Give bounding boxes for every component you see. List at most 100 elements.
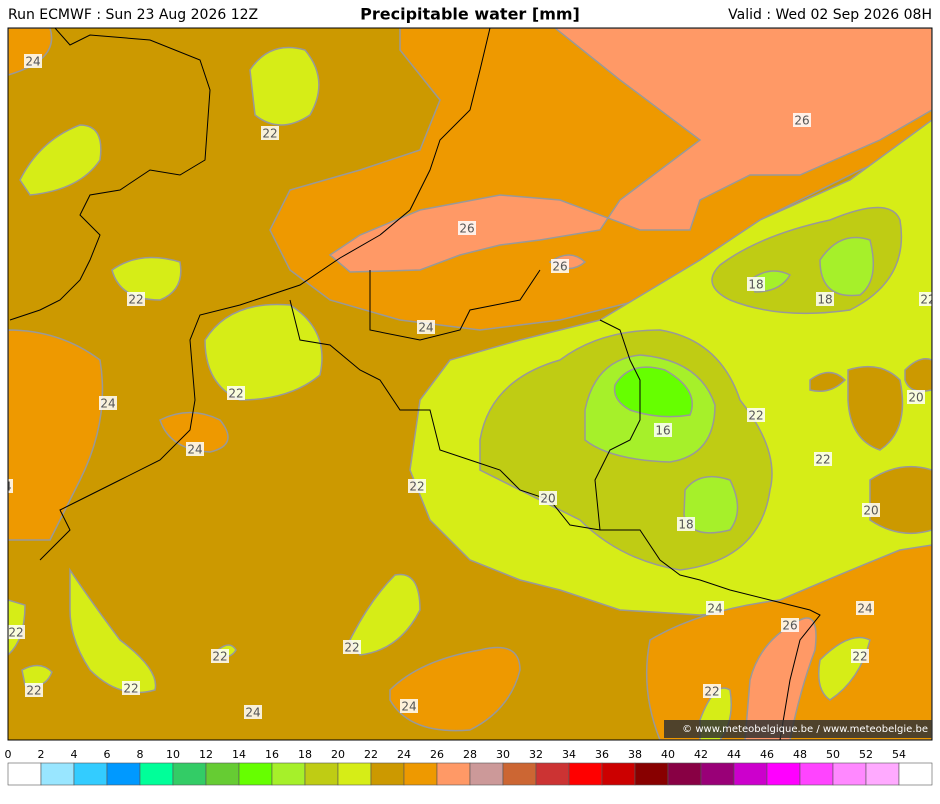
colorbar-box — [733, 762, 768, 786]
contour-label: 22 — [228, 387, 243, 401]
colorbar-label: 46 — [760, 748, 774, 761]
colorbar-box — [502, 762, 537, 786]
contour-label: 26 — [782, 619, 797, 633]
colorbar-label: 10 — [166, 748, 180, 761]
colorbar-label: 4 — [71, 748, 78, 761]
field-26 — [328, 28, 932, 273]
colorbar-box — [337, 762, 372, 786]
contour-label: 24 — [418, 321, 433, 335]
colorbar-label: 18 — [298, 748, 312, 761]
colorbar-label: 54 — [892, 748, 906, 761]
colorbar-label: 42 — [694, 748, 708, 761]
colorbar-label: 6 — [104, 748, 111, 761]
contour-label: 22 — [262, 127, 277, 141]
field-24 — [809, 358, 932, 535]
label-box — [343, 640, 361, 654]
label-box — [747, 277, 765, 291]
contour-label: 22 — [704, 685, 719, 699]
label-box — [919, 292, 932, 306]
label-box — [8, 479, 13, 493]
colorbar-box — [436, 762, 471, 786]
colorbar-box — [271, 762, 306, 786]
label-box — [122, 681, 140, 695]
label-box — [747, 408, 765, 422]
label-box — [862, 503, 880, 517]
label-box — [703, 684, 721, 698]
contour-label: 26 — [794, 114, 809, 128]
colorbar-label: 12 — [199, 748, 213, 761]
label-box — [551, 259, 569, 273]
contour-label: 22 — [344, 641, 359, 655]
country-border — [594, 319, 641, 531]
label-box — [261, 126, 279, 140]
colorbar-label: 28 — [463, 748, 477, 761]
label-box — [781, 618, 799, 632]
contour-label: 24 — [25, 55, 40, 69]
region-border — [369, 269, 541, 341]
contour-label: 22 — [920, 293, 935, 307]
contour-label: 22 — [26, 684, 41, 698]
coastline — [39, 28, 491, 561]
label-box — [244, 705, 262, 719]
colorbar-box — [667, 762, 702, 786]
colorbar-box — [865, 762, 900, 786]
colorbar-label: 48 — [793, 748, 807, 761]
colorbar-label: 0 — [5, 748, 12, 761]
colorbar-label: 14 — [232, 748, 246, 761]
label-box — [793, 113, 811, 127]
contour-label: 22 — [128, 293, 143, 307]
contour-label: 18 — [817, 293, 832, 307]
label-box — [458, 221, 476, 235]
colorbar-label: 52 — [859, 748, 873, 761]
field-16 — [613, 366, 693, 418]
colorbar-box — [832, 762, 867, 786]
colorbar-box — [766, 762, 801, 786]
colorbar-box — [535, 762, 570, 786]
colorbar-label: 22 — [364, 748, 378, 761]
label-box — [539, 491, 557, 505]
colorbar-label: 38 — [628, 748, 642, 761]
contour-label: 18 — [678, 518, 693, 532]
coastline — [9, 28, 211, 321]
contour-label: 22 — [748, 409, 763, 423]
contour-label: 22 — [212, 650, 227, 664]
colorbar-label: 24 — [397, 748, 411, 761]
contour-label: 24 — [401, 700, 416, 714]
contour-label: 22 — [123, 682, 138, 696]
label-box — [907, 390, 925, 404]
colorbar-label: 26 — [430, 748, 444, 761]
colorbar-label: 34 — [562, 748, 576, 761]
colorbar-box — [898, 762, 933, 786]
map-area: 24 22 26 26 26 22 18 18 22 24 22 24 24 22 16 20 22 22 20 18… — [8, 28, 935, 740]
contour-label: 24 — [857, 602, 872, 616]
map-title: Precipitable water [mm] — [360, 5, 580, 24]
label-box — [408, 479, 426, 493]
colorbar-box — [370, 762, 405, 786]
colorbar-label: 20 — [331, 748, 345, 761]
contour-label: 24 — [187, 443, 202, 457]
credit-box — [664, 720, 932, 738]
contour-label: 24 — [707, 602, 722, 616]
contour-label: 26 — [459, 222, 474, 236]
contour-label: 20 — [540, 492, 555, 506]
colorbar-box — [634, 762, 669, 786]
colorbar-box — [700, 762, 735, 786]
label-box — [127, 292, 145, 306]
contour-label: 24 — [100, 397, 115, 411]
colorbar-label: 30 — [496, 748, 510, 761]
colorbar-label: 8 — [137, 748, 144, 761]
label-box — [186, 442, 204, 456]
colorbar-box — [7, 762, 42, 786]
colorbar-box — [601, 762, 636, 786]
colorbar-box — [469, 762, 504, 786]
contour-label: 22 — [409, 480, 424, 494]
colorbar-box — [403, 762, 438, 786]
colorbar-label: 16 — [265, 748, 279, 761]
colorbar-label: 36 — [595, 748, 609, 761]
colorbar-label: 32 — [529, 748, 543, 761]
colorbar-box — [304, 762, 339, 786]
label-box — [24, 54, 42, 68]
contour-label: 22 — [8, 626, 23, 640]
label-box — [856, 601, 874, 615]
